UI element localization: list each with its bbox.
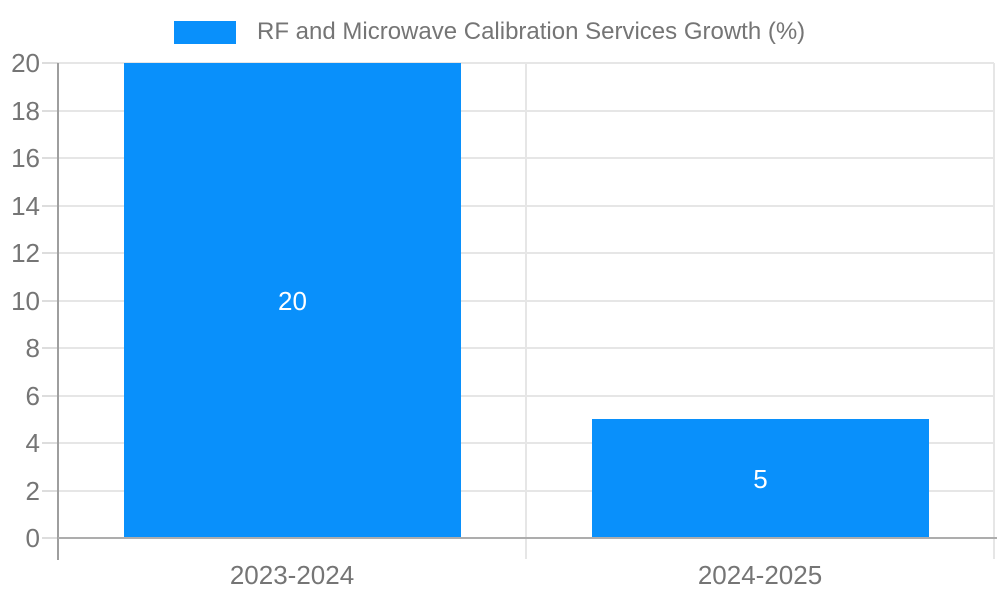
y-axis-tick-label: 10 <box>11 286 40 316</box>
y-axis-tick-label: 2 <box>25 476 40 506</box>
y-axis-tick <box>42 537 58 539</box>
bar-value-label: 5 <box>753 464 768 494</box>
y-axis-tick-label: 4 <box>25 428 40 458</box>
y-axis-line <box>57 63 59 560</box>
y-axis-tick <box>42 395 58 397</box>
y-axis-tick-label: 20 <box>11 48 40 78</box>
y-axis-tick-label: 18 <box>11 96 40 126</box>
y-axis-tick <box>42 300 58 302</box>
y-axis-tick <box>42 205 58 207</box>
y-axis-tick <box>42 442 58 444</box>
legend-label: RF and Microwave Calibration Services Gr… <box>257 18 806 45</box>
y-axis-tick-label: 16 <box>11 143 40 173</box>
y-axis-tick-label: 6 <box>25 381 40 411</box>
v-gridline <box>525 63 527 559</box>
bar-value-label: 20 <box>278 286 307 316</box>
bar <box>124 63 461 538</box>
y-axis-tick-label: 12 <box>11 238 40 268</box>
x-axis-tick-label: 2023-2024 <box>229 560 355 590</box>
y-axis-tick-label: 14 <box>11 191 40 221</box>
y-axis-tick-label: 8 <box>25 333 40 363</box>
y-axis-tick <box>42 110 58 112</box>
y-axis-tick <box>42 490 58 492</box>
y-axis-tick <box>42 157 58 159</box>
y-axis-tick <box>42 252 58 254</box>
x-axis-line <box>58 537 997 539</box>
y-axis-tick <box>42 347 58 349</box>
chart-legend: RF and Microwave Calibration Services Gr… <box>174 18 805 46</box>
x-axis-tick-label: 2024-2025 <box>697 560 823 590</box>
v-gridline <box>993 63 995 559</box>
y-axis-tick-label: 0 <box>25 523 40 553</box>
bar <box>592 419 929 538</box>
y-axis-tick <box>42 62 58 64</box>
legend-swatch-icon <box>174 20 236 44</box>
